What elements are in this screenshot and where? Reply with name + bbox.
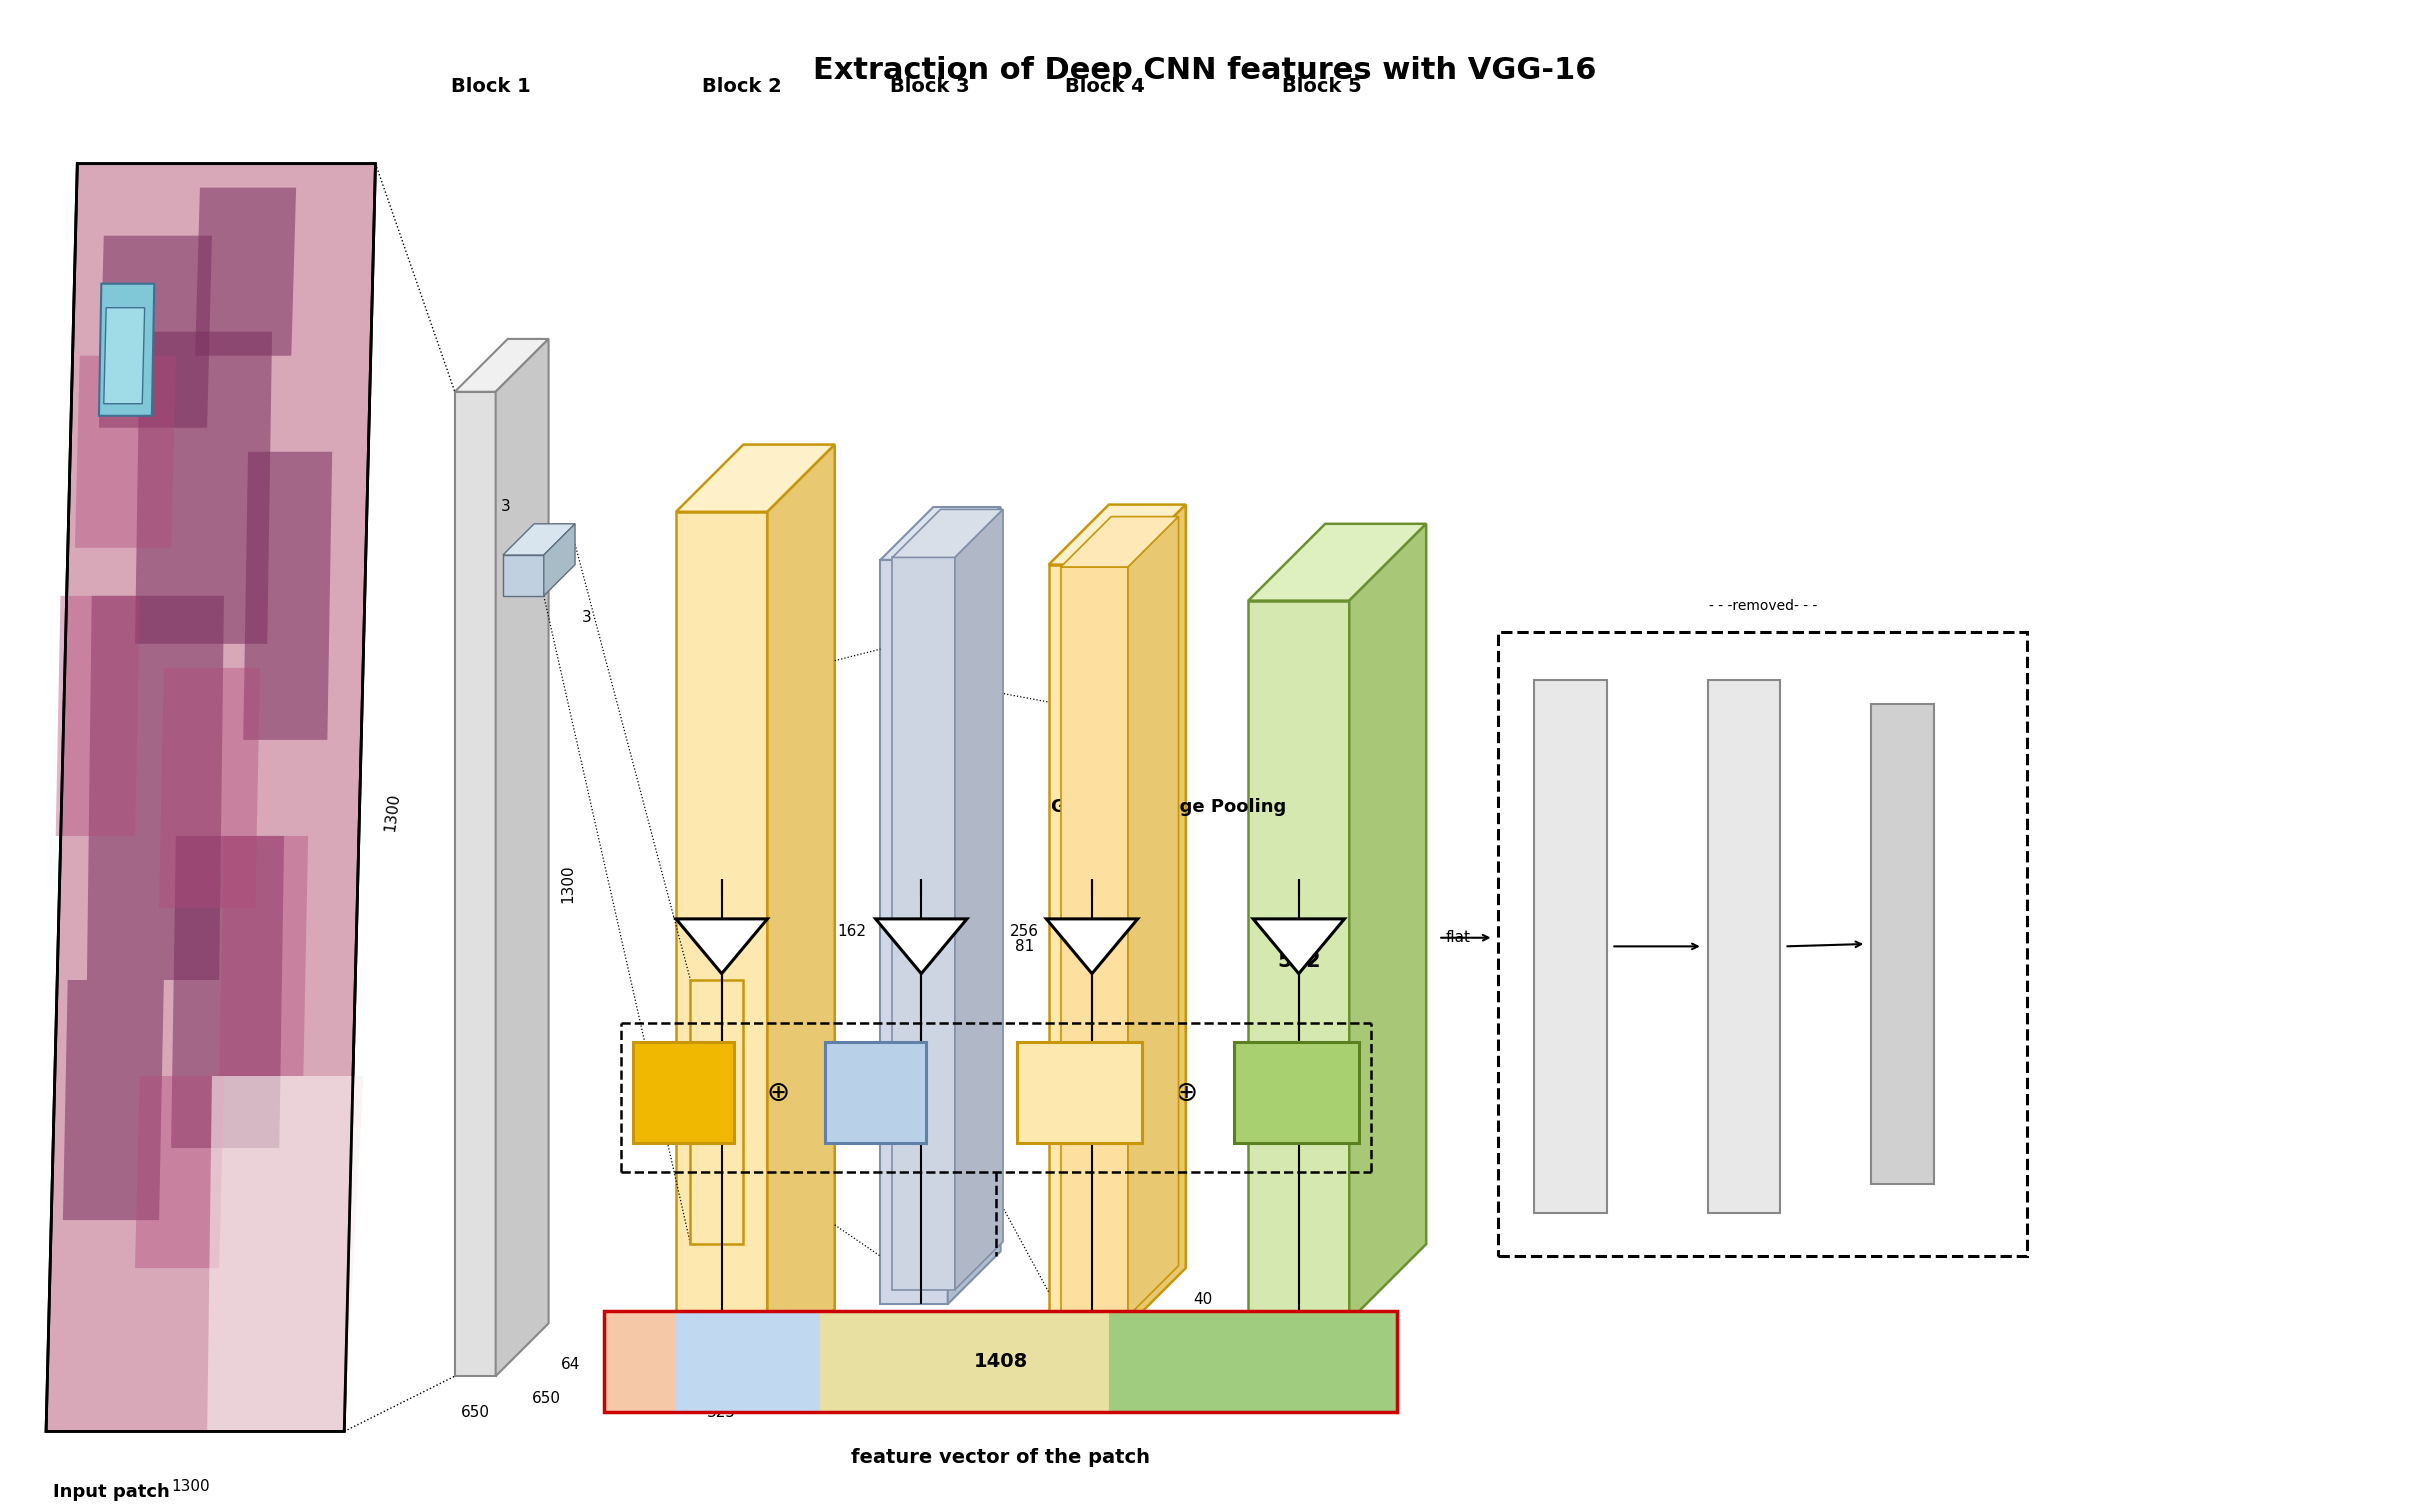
- Text: Block 5: Block 5: [1282, 77, 1362, 97]
- Text: 512: 512: [1277, 950, 1321, 970]
- Text: Extraction of Deep CNN features with VGG-16: Extraction of Deep CNN features with VGG…: [812, 56, 1598, 85]
- Polygon shape: [1125, 505, 1186, 1328]
- Text: Block 1: Block 1: [451, 77, 530, 97]
- Text: Block 3: Block 3: [889, 77, 969, 97]
- Polygon shape: [104, 308, 145, 403]
- Polygon shape: [1060, 517, 1178, 567]
- Text: Block 4: Block 4: [1065, 77, 1145, 97]
- Polygon shape: [99, 284, 154, 416]
- FancyBboxPatch shape: [819, 1312, 1109, 1413]
- FancyBboxPatch shape: [1499, 632, 2027, 1256]
- Text: 3: 3: [583, 610, 593, 626]
- Text: flat: flat: [1446, 931, 1470, 946]
- FancyBboxPatch shape: [1017, 1043, 1142, 1144]
- Polygon shape: [875, 919, 966, 973]
- Polygon shape: [99, 236, 212, 428]
- Text: Input patch: Input patch: [53, 1482, 169, 1500]
- Text: Global Average Pooling: Global Average Pooling: [1051, 798, 1287, 816]
- FancyBboxPatch shape: [1535, 680, 1607, 1213]
- Text: 256: 256: [860, 1083, 892, 1102]
- Polygon shape: [545, 524, 576, 595]
- Polygon shape: [63, 981, 164, 1219]
- Polygon shape: [219, 836, 308, 1076]
- Polygon shape: [880, 559, 947, 1304]
- Polygon shape: [766, 444, 834, 1377]
- Text: 512: 512: [1280, 1083, 1311, 1102]
- Polygon shape: [243, 452, 333, 740]
- Polygon shape: [1248, 524, 1427, 601]
- Polygon shape: [455, 391, 496, 1377]
- Text: 512: 512: [1140, 771, 1169, 786]
- FancyBboxPatch shape: [605, 1312, 677, 1413]
- Text: - - -removed- - -: - - -removed- - -: [1709, 598, 1817, 612]
- Text: 1300: 1300: [171, 1479, 210, 1494]
- Polygon shape: [1350, 524, 1427, 1321]
- Polygon shape: [159, 668, 260, 908]
- Polygon shape: [677, 444, 834, 512]
- Polygon shape: [46, 163, 376, 1431]
- Polygon shape: [947, 508, 1000, 1304]
- Text: 64: 64: [562, 1357, 581, 1372]
- Text: $\oplus$: $\oplus$: [766, 1079, 788, 1108]
- FancyBboxPatch shape: [824, 1043, 925, 1144]
- Polygon shape: [677, 919, 766, 973]
- Polygon shape: [1048, 565, 1125, 1328]
- Text: 325: 325: [706, 1405, 735, 1420]
- Text: 256: 256: [1010, 925, 1039, 940]
- Polygon shape: [880, 508, 1000, 559]
- Text: 128: 128: [706, 1342, 735, 1357]
- Polygon shape: [135, 332, 272, 644]
- Text: 1300: 1300: [562, 864, 576, 904]
- Polygon shape: [504, 524, 576, 555]
- Polygon shape: [892, 509, 1003, 558]
- FancyBboxPatch shape: [1870, 704, 1933, 1185]
- Polygon shape: [1046, 919, 1138, 973]
- FancyBboxPatch shape: [1234, 1043, 1359, 1144]
- Text: Block 2: Block 2: [701, 77, 781, 97]
- Polygon shape: [1253, 919, 1345, 973]
- Text: 3: 3: [501, 499, 511, 514]
- Polygon shape: [207, 1076, 364, 1431]
- Polygon shape: [171, 836, 284, 1148]
- Text: 1300: 1300: [383, 792, 402, 833]
- Text: 81: 81: [1015, 938, 1034, 953]
- Text: 512: 512: [1065, 1083, 1097, 1102]
- Text: $\oplus$: $\oplus$: [1174, 1079, 1198, 1108]
- Text: 4096: 4096: [1564, 928, 1579, 966]
- FancyBboxPatch shape: [1709, 680, 1779, 1213]
- Polygon shape: [1248, 601, 1350, 1321]
- Text: 1408: 1408: [974, 1352, 1027, 1372]
- Text: 4096: 4096: [1735, 928, 1752, 966]
- Polygon shape: [496, 338, 549, 1377]
- Text: 650: 650: [533, 1390, 562, 1405]
- Polygon shape: [1060, 567, 1128, 1316]
- Polygon shape: [1128, 517, 1178, 1316]
- Polygon shape: [87, 595, 224, 981]
- Polygon shape: [55, 595, 140, 836]
- Polygon shape: [677, 512, 766, 1377]
- Polygon shape: [1048, 505, 1186, 565]
- Text: 650: 650: [460, 1405, 489, 1420]
- Text: 40: 40: [1193, 1292, 1212, 1307]
- Polygon shape: [455, 338, 549, 391]
- Polygon shape: [75, 355, 176, 548]
- Polygon shape: [892, 558, 954, 1290]
- Text: feature vector of the patch: feature vector of the patch: [851, 1448, 1150, 1467]
- Polygon shape: [504, 555, 545, 595]
- Text: $\oplus$: $\oplus$: [959, 1079, 981, 1108]
- FancyBboxPatch shape: [634, 1043, 733, 1144]
- FancyBboxPatch shape: [677, 1312, 819, 1413]
- Text: 1000: 1000: [1894, 925, 1909, 963]
- Text: 162: 162: [836, 925, 865, 940]
- FancyBboxPatch shape: [1109, 1312, 1398, 1413]
- Polygon shape: [195, 187, 296, 355]
- Text: 128: 128: [668, 1083, 699, 1102]
- Polygon shape: [954, 509, 1003, 1290]
- Polygon shape: [135, 1076, 224, 1268]
